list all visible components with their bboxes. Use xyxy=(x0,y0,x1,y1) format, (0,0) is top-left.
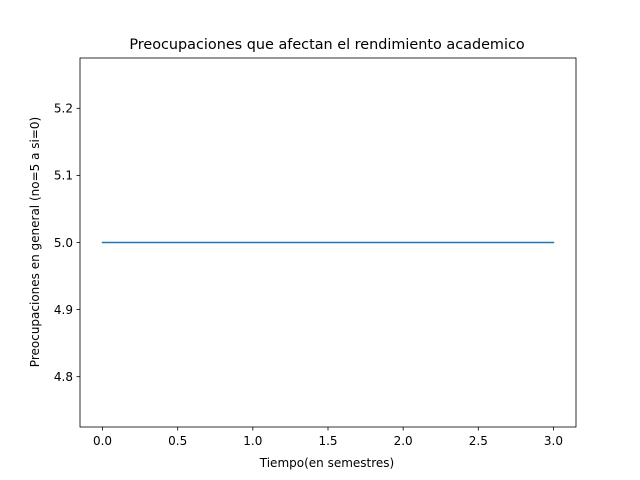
x-axis-ticks: 0.0 0.5 1.0 1.5 2.0 2.5 3.0 xyxy=(93,427,563,448)
x-axis-label: Tiempo(en semestres) xyxy=(259,456,394,470)
y-tick-label: 5.2 xyxy=(54,102,73,116)
x-tick-label: 0.0 xyxy=(93,434,112,448)
x-tick-label: 2.0 xyxy=(394,434,413,448)
y-tick-label: 5.0 xyxy=(54,236,73,250)
y-axis-label: Preocupaciones en general (no=5 a si=0) xyxy=(28,117,42,367)
x-tick-label: 1.0 xyxy=(243,434,262,448)
y-tick-label: 4.8 xyxy=(54,370,73,384)
x-tick-label: 2.5 xyxy=(469,434,488,448)
x-tick-label: 1.5 xyxy=(318,434,337,448)
x-tick-label: 3.0 xyxy=(544,434,563,448)
y-tick-label: 5.1 xyxy=(54,169,73,183)
y-tick-label: 4.9 xyxy=(54,303,73,317)
chart-title: Preocupaciones que afectan el rendimient… xyxy=(129,37,525,53)
x-tick-label: 0.5 xyxy=(168,434,187,448)
y-axis-ticks: 4.8 4.9 5.0 5.1 5.2 xyxy=(54,102,80,384)
